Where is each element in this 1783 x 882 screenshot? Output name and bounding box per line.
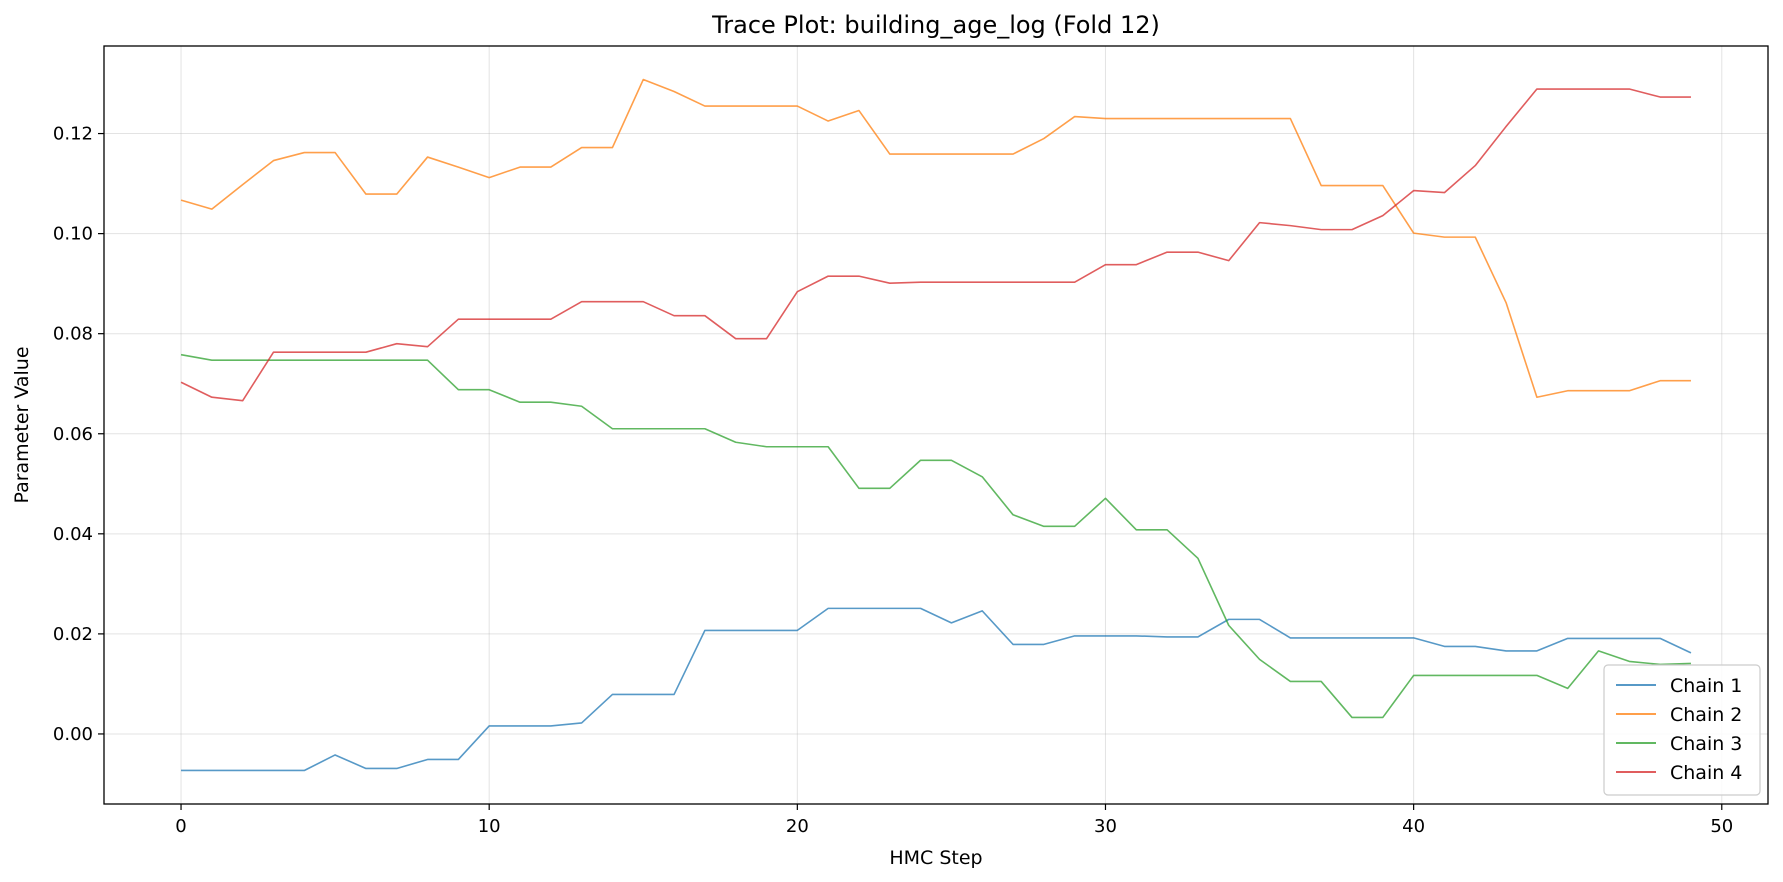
x-tick-label: 0 — [175, 816, 186, 837]
series-line-chain-4 — [180, 88, 1691, 402]
y-tick-label: 0.08 — [53, 324, 93, 345]
y-tick-label: 0.06 — [53, 424, 93, 445]
x-tick-label: 30 — [1094, 816, 1117, 837]
y-axis-ticks: 0.00 0.02 0.04 0.06 0.08 0.10 0.12 — [53, 124, 104, 745]
legend-label: Chain 2 — [1670, 704, 1742, 726]
legend: Chain 1 Chain 2 Chain 3 Chain 4 — [1603, 664, 1761, 796]
series-line-chain-1 — [181, 607, 1692, 772]
x-tick-label: 50 — [1710, 816, 1733, 837]
x-tick-label: 40 — [1402, 816, 1425, 837]
series-line-chain-2 — [180, 78, 1691, 399]
y-axis-label: Parameter Value — [11, 346, 33, 503]
y-tick-label: 0.10 — [53, 224, 93, 245]
x-tick-label: 20 — [786, 816, 809, 837]
x-axis-label: HMC Step — [889, 847, 982, 869]
series-lines — [180, 78, 1692, 772]
y-tick-label: 0.04 — [53, 524, 93, 545]
legend-label: Chain 3 — [1670, 733, 1742, 755]
legend-label: Chain 4 — [1670, 762, 1742, 784]
chart-title: Trace Plot: building_age_log (Fold 12) — [711, 11, 1160, 39]
x-tick-label: 10 — [478, 816, 501, 837]
y-tick-label: 0.00 — [53, 724, 93, 745]
y-tick-label: 0.12 — [53, 124, 93, 145]
y-tick-label: 0.02 — [53, 624, 93, 645]
x-axis-ticks: 0 10 20 30 40 50 — [175, 804, 1733, 837]
series-line-chain-3 — [180, 353, 1691, 719]
legend-label: Chain 1 — [1670, 675, 1742, 697]
grid — [104, 46, 1768, 804]
plot-frame — [103, 45, 1769, 805]
legend-box — [1603, 664, 1761, 796]
